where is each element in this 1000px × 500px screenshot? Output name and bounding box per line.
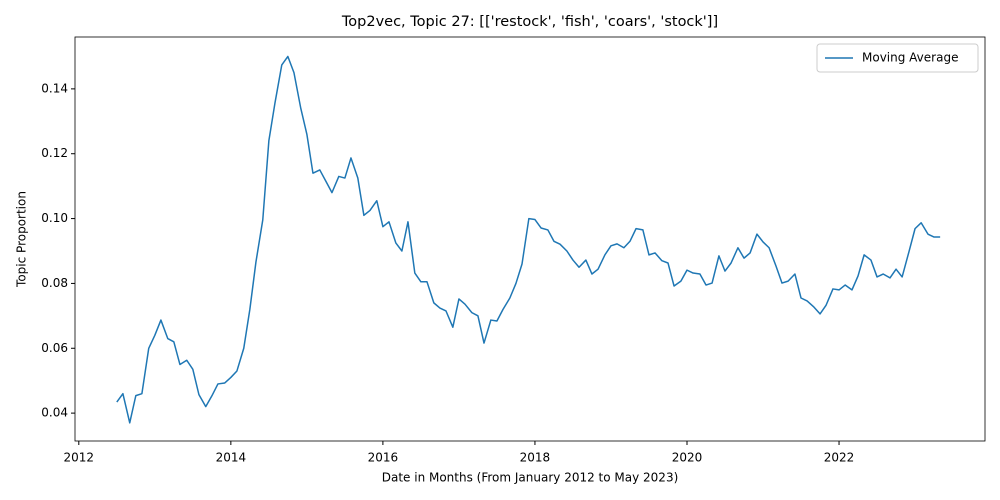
y-axis-label: Topic Proportion [15, 191, 29, 288]
y-tick-label: 0.14 [41, 81, 68, 95]
y-tick-label: 0.04 [41, 406, 68, 420]
x-tick-label: 2022 [824, 451, 855, 465]
x-tick-label: 2018 [520, 451, 551, 465]
line [116, 55, 941, 424]
legend-label: Moving Average [862, 51, 958, 65]
y-tick-label: 0.06 [41, 341, 68, 355]
x-axis-label: Date in Months (From January 2012 to May… [382, 471, 679, 485]
y-tick-label: 0.12 [41, 146, 68, 160]
y-tick-label: 0.10 [41, 211, 68, 225]
legend-box [816, 43, 979, 73]
x-tick-label: 2016 [368, 451, 399, 465]
chart-title: Top2vec, Topic 27: [['restock', 'fish', … [341, 14, 718, 30]
x-tick-label: 2014 [216, 451, 247, 465]
plot-frame [74, 36, 986, 442]
x-tick-label: 2020 [672, 451, 703, 465]
y-tick-label: 0.08 [41, 276, 68, 290]
x-tick-label: 2012 [64, 451, 95, 465]
